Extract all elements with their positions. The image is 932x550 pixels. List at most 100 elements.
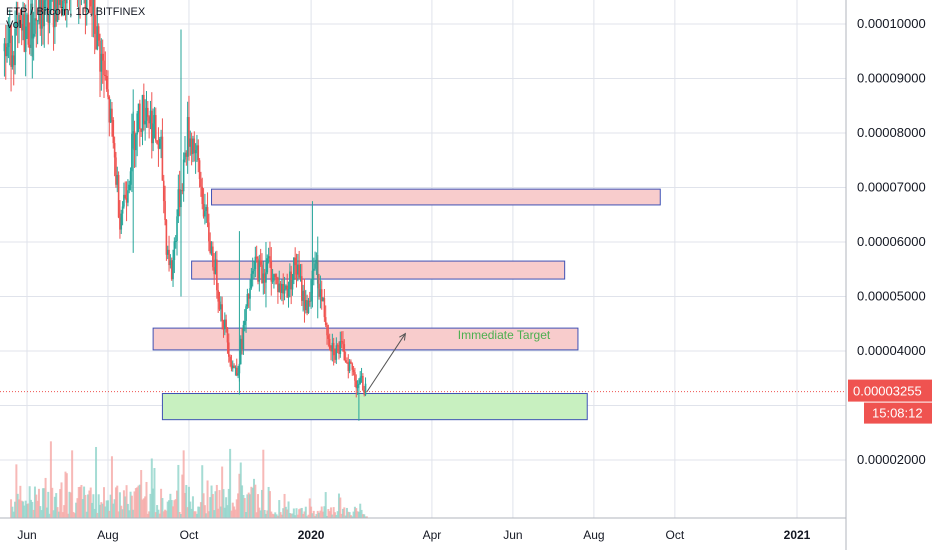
candle-body xyxy=(344,360,347,363)
candle-body xyxy=(24,26,27,52)
countdown-box xyxy=(864,402,932,424)
volume-bar xyxy=(288,513,291,518)
candle-body xyxy=(222,321,225,330)
volume-bar xyxy=(355,508,358,518)
candle-body xyxy=(117,174,120,218)
volume-bar xyxy=(275,514,278,518)
volume-bar xyxy=(161,498,164,518)
candle-body xyxy=(194,150,197,154)
candle-body xyxy=(241,338,243,350)
volume-bar xyxy=(351,516,354,518)
candle-body xyxy=(153,115,156,124)
candle-body xyxy=(188,117,190,147)
price-tag-box xyxy=(848,379,932,402)
volume-bar xyxy=(160,488,163,518)
candle-body xyxy=(55,0,58,22)
candle-body xyxy=(50,0,52,12)
volume-bar xyxy=(89,487,92,518)
volume-bar xyxy=(130,495,133,518)
volume-bar xyxy=(332,507,335,518)
volume-bar xyxy=(239,462,242,518)
volume-bar xyxy=(349,515,352,518)
candle-body xyxy=(101,53,104,61)
volume-bar xyxy=(307,514,310,518)
volume-bar xyxy=(268,491,271,518)
candle-body xyxy=(105,76,108,90)
volume-bar xyxy=(134,488,137,518)
candle-body xyxy=(165,219,168,255)
volume-bar xyxy=(88,490,91,518)
candle-body xyxy=(125,198,128,203)
volume-bar xyxy=(359,503,362,518)
volume-bar xyxy=(83,486,86,518)
candle-body xyxy=(128,184,131,191)
candle-body xyxy=(281,284,283,293)
candle-body xyxy=(119,217,121,230)
volume-bar xyxy=(278,500,281,518)
volume-bar xyxy=(209,497,212,518)
support-zone xyxy=(161,393,588,421)
candle-body xyxy=(339,341,342,354)
candle-body xyxy=(22,14,24,31)
candle-body xyxy=(282,284,285,294)
candle-body xyxy=(66,0,68,4)
candle-body xyxy=(213,267,215,275)
candle-body xyxy=(120,213,123,230)
candle-body xyxy=(129,171,132,185)
volume-bar xyxy=(157,509,160,518)
volume-bar xyxy=(24,500,27,518)
volume-bar xyxy=(230,510,233,518)
candle-body xyxy=(190,138,193,155)
volume-bar xyxy=(263,509,266,518)
volume-bar xyxy=(352,511,355,518)
candle-body xyxy=(262,273,265,284)
volume-bar xyxy=(365,516,368,518)
volume-bar xyxy=(168,500,171,518)
candle-body xyxy=(48,11,51,23)
volume-bar xyxy=(245,512,248,518)
volume-bar xyxy=(198,506,201,518)
volume-bar xyxy=(112,503,115,518)
candle-body xyxy=(263,273,266,283)
volume-bar xyxy=(286,509,289,518)
candle-body xyxy=(168,249,170,266)
volume-bar xyxy=(67,513,70,518)
volume-bar xyxy=(266,510,269,518)
volume-bar xyxy=(165,510,168,518)
volume-bar xyxy=(229,448,232,518)
price-tag-value: 0.00003255 xyxy=(853,384,922,399)
volume-bar xyxy=(201,465,204,518)
candle-body xyxy=(95,33,97,50)
volume-bar xyxy=(76,498,79,518)
candle-body xyxy=(246,294,249,307)
candle-body xyxy=(251,270,254,274)
candle-body xyxy=(220,304,222,310)
countdown-value: 15:08:12 xyxy=(872,406,923,421)
volume-bar xyxy=(15,464,18,518)
candle-body xyxy=(359,377,362,384)
volume-bar xyxy=(324,492,327,518)
candle-body xyxy=(35,18,38,21)
candle-body xyxy=(54,0,56,28)
volume-bar xyxy=(205,513,208,518)
volume-bar xyxy=(302,513,305,518)
candle-body xyxy=(261,264,263,284)
candle-body xyxy=(4,43,7,57)
volume-bar xyxy=(77,487,80,518)
plot-background xyxy=(0,0,846,518)
volume-bar xyxy=(190,508,193,518)
volume-bar xyxy=(318,512,321,518)
volume-bar xyxy=(96,512,99,518)
candle-body xyxy=(116,174,119,185)
candle-body xyxy=(255,256,258,259)
candle-body xyxy=(269,256,271,261)
volume-bar xyxy=(33,486,36,518)
candle-body xyxy=(297,264,299,275)
volume-bar xyxy=(226,505,229,518)
volume-bar xyxy=(178,511,181,518)
volume-bar xyxy=(246,494,249,518)
volume-bar xyxy=(174,499,177,518)
candle-body xyxy=(285,285,287,290)
candle-body xyxy=(273,274,275,281)
